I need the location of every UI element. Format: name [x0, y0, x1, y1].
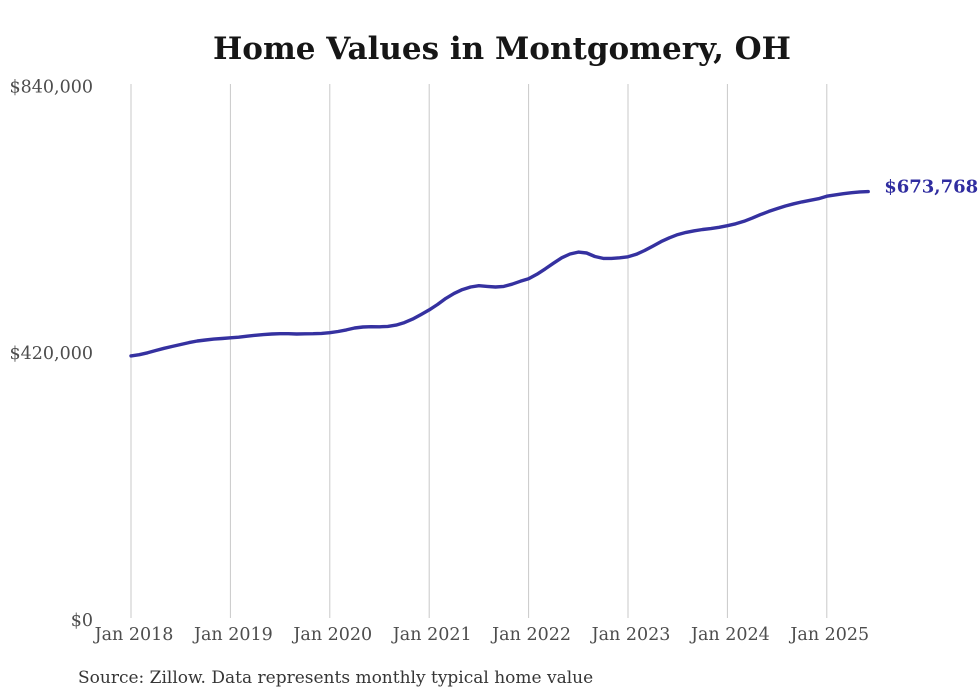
x-tick-label: Jan 2024	[689, 625, 770, 645]
x-tick-label: Jan 2020	[291, 625, 372, 645]
y-axis-tick-labels: $0 $420,000 $840,000	[9, 77, 93, 631]
x-tick-label: Jan 2019	[192, 625, 273, 645]
latest-value-label: $673,768	[884, 177, 978, 198]
x-axis-tick-labels: Jan 2018 Jan 2019 Jan 2020 Jan 2021 Jan 2022…	[93, 625, 870, 645]
source-note: Source: Zillow. Data represents monthly …	[78, 668, 593, 688]
x-tick-label: Jan 2022	[490, 625, 571, 645]
x-tick-label: Jan 2025	[788, 625, 869, 645]
chart-title: Home Values in Montgomery, OH	[213, 31, 791, 67]
x-tick-label: Jan 2021	[391, 625, 472, 645]
y-tick-label: $840,000	[9, 77, 93, 97]
y-tick-label: $0	[71, 611, 93, 631]
x-tick-label: Jan 2018	[93, 625, 174, 645]
x-tick-label: Jan 2023	[590, 625, 671, 645]
y-tick-label: $420,000	[9, 344, 93, 364]
home-value-series-line	[129, 189, 870, 358]
year-gridlines	[130, 84, 828, 618]
